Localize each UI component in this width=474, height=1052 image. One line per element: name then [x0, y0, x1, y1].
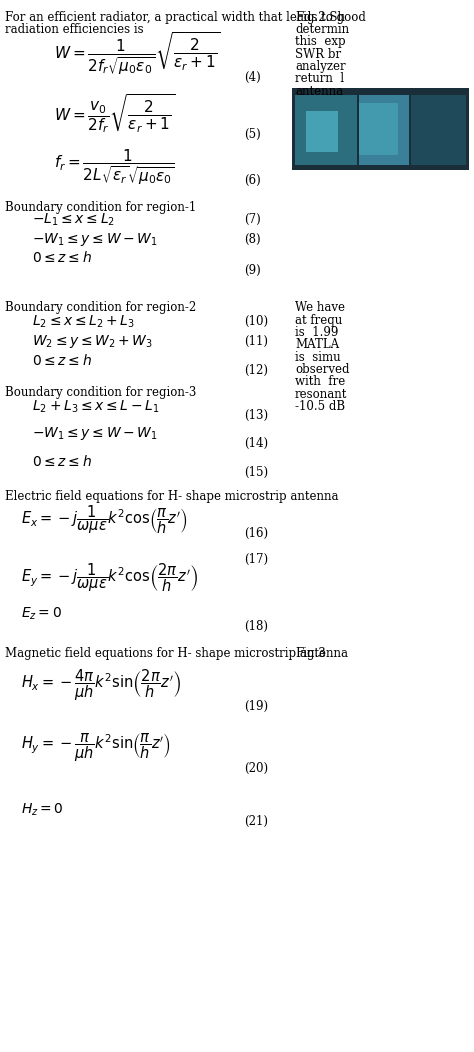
Text: radiation efficiencies is: radiation efficiencies is: [5, 23, 143, 36]
Text: $E_x = -j\dfrac{1}{\omega\mu\varepsilon}k^2\cos\!\left(\dfrac{\pi}{h}z'\right)$: $E_x = -j\dfrac{1}{\omega\mu\varepsilon}…: [21, 504, 188, 537]
Text: $E_z = 0$: $E_z = 0$: [21, 606, 62, 622]
Text: Fig.3: Fig.3: [295, 647, 326, 660]
Text: -10.5 dB: -10.5 dB: [295, 400, 345, 413]
Bar: [306, 110, 337, 151]
Text: Boundary condition for region-3: Boundary condition for region-3: [5, 386, 196, 399]
Text: analyzer: analyzer: [295, 60, 346, 73]
Text: antenna: antenna: [295, 85, 343, 98]
Text: $H_x = -\dfrac{4\pi}{\mu h}k^2\sin\!\left(\dfrac{2\pi}{h}z'\right)$: $H_x = -\dfrac{4\pi}{\mu h}k^2\sin\!\lef…: [21, 667, 182, 703]
Text: (12): (12): [245, 364, 269, 377]
Text: Magnetic field equations for H- shape microstrip antenna: Magnetic field equations for H- shape mi…: [5, 647, 348, 660]
Bar: [292, 88, 469, 170]
Bar: [359, 103, 398, 155]
Text: $L_2 \leq x \leq L_2+L_3$: $L_2 \leq x \leq L_2+L_3$: [32, 313, 135, 330]
Text: Boundary condition for region-1: Boundary condition for region-1: [5, 201, 196, 215]
Text: $L_2+L_3 \leq x \leq L-L_1$: $L_2+L_3 \leq x \leq L-L_1$: [32, 399, 160, 414]
Text: (18): (18): [245, 620, 269, 632]
Text: this  exp: this exp: [295, 36, 346, 48]
Text: (16): (16): [245, 527, 269, 540]
Text: (19): (19): [245, 700, 269, 713]
Text: Electric field equations for H- shape microstrip antenna: Electric field equations for H- shape mi…: [5, 490, 338, 503]
Text: with  fre: with fre: [295, 376, 346, 388]
Text: Boundary condition for region-2: Boundary condition for region-2: [5, 301, 196, 315]
Text: $0 \leq z \leq h$: $0 \leq z \leq h$: [32, 352, 92, 367]
Text: at frequ: at frequ: [295, 313, 342, 326]
Text: $H_y = -\dfrac{\pi}{\mu h}k^2\sin\!\left(\dfrac{\pi}{h}z'\right)$: $H_y = -\dfrac{\pi}{\mu h}k^2\sin\!\left…: [21, 731, 171, 764]
Text: (14): (14): [245, 437, 269, 450]
Text: $E_y = -j\dfrac{1}{\omega\mu\varepsilon}k^2\cos\!\left(\dfrac{2\pi}{h}z'\right)$: $E_y = -j\dfrac{1}{\omega\mu\varepsilon}…: [21, 562, 198, 593]
Text: return  l: return l: [295, 73, 344, 85]
Text: $-W_1 \leq y \leq W-W_1$: $-W_1 \leq y \leq W-W_1$: [32, 230, 158, 248]
Text: (7): (7): [245, 214, 261, 226]
Text: $-L_1 \leq x \leq L_2$: $-L_1 \leq x \leq L_2$: [32, 211, 115, 228]
Text: determin: determin: [295, 23, 349, 36]
Bar: [295, 95, 357, 165]
Text: $W_2 \leq y \leq W_2+W_3$: $W_2 \leq y \leq W_2+W_3$: [32, 333, 153, 350]
Text: (13): (13): [245, 409, 269, 422]
Text: (9): (9): [245, 264, 261, 277]
Text: $-W_1 \leq y \leq W-W_1$: $-W_1 \leq y \leq W-W_1$: [32, 425, 158, 442]
Text: (17): (17): [245, 552, 269, 566]
Text: (21): (21): [245, 815, 269, 828]
Text: (4): (4): [245, 72, 261, 84]
Bar: [410, 95, 465, 165]
Bar: [359, 95, 409, 165]
Text: $W = \dfrac{v_0}{2f_r} \sqrt{\dfrac{2}{\varepsilon_r+1}}$: $W = \dfrac{v_0}{2f_r} \sqrt{\dfrac{2}{\…: [54, 93, 175, 135]
Text: resonant: resonant: [295, 388, 347, 401]
Text: Fig.2.Sh: Fig.2.Sh: [295, 11, 345, 23]
Text: (5): (5): [245, 127, 261, 141]
Text: (8): (8): [245, 232, 261, 246]
Text: observed: observed: [295, 363, 349, 377]
Text: $f_r = \dfrac{1}{2L\sqrt{\varepsilon_r}\sqrt{\mu_0\varepsilon_0}}$: $f_r = \dfrac{1}{2L\sqrt{\varepsilon_r}\…: [54, 147, 174, 187]
Text: (11): (11): [245, 335, 269, 348]
Text: is  1.99: is 1.99: [295, 326, 338, 339]
Text: (15): (15): [245, 466, 269, 479]
Text: We have: We have: [295, 301, 345, 315]
Text: $W = \dfrac{1}{2f_r\sqrt{\mu_0\varepsilon_0}} \sqrt{\dfrac{2}{\varepsilon_r+1}}$: $W = \dfrac{1}{2f_r\sqrt{\mu_0\varepsilo…: [54, 31, 221, 77]
Text: $H_z = 0$: $H_z = 0$: [21, 802, 64, 817]
Text: is  simu: is simu: [295, 350, 341, 364]
Text: (20): (20): [245, 762, 269, 774]
Text: For an efficient radiator, a practical width that leads to good: For an efficient radiator, a practical w…: [5, 11, 365, 23]
Text: $0 \leq z \leq h$: $0 \leq z \leq h$: [32, 250, 92, 265]
Text: MATLA: MATLA: [295, 339, 339, 351]
Text: (10): (10): [245, 316, 269, 328]
Text: SWR br: SWR br: [295, 47, 341, 61]
Text: (6): (6): [245, 175, 261, 187]
Text: $0 \leq z \leq h$: $0 \leq z \leq h$: [32, 453, 92, 468]
